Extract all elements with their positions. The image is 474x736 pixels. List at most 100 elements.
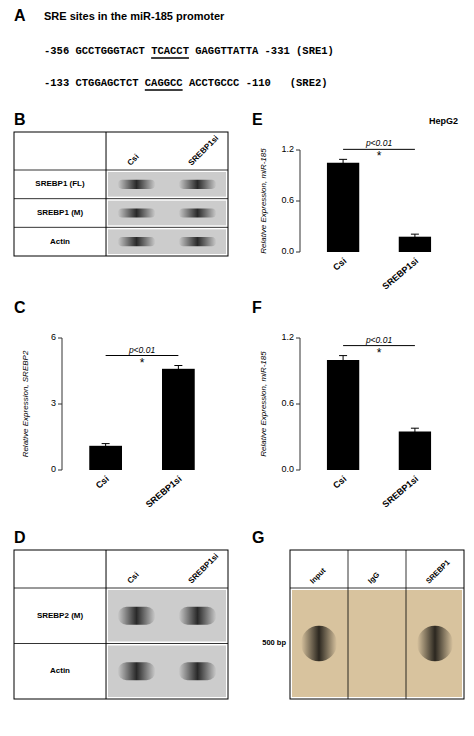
error-stem bbox=[178, 366, 179, 373]
p-value: p<0.01 bbox=[365, 138, 393, 148]
band bbox=[179, 180, 217, 189]
panel-letter: E bbox=[252, 111, 263, 128]
x-tick-label: SREBP1si bbox=[380, 474, 420, 510]
band bbox=[179, 662, 217, 680]
lane-background bbox=[108, 646, 226, 698]
row-divider bbox=[290, 588, 464, 589]
error-stem bbox=[343, 356, 344, 365]
sequence-text: ACCTGCCC -110 (SRE2) bbox=[189, 77, 328, 89]
error-bar bbox=[411, 234, 419, 239]
y-tick-label: 0.6 bbox=[281, 398, 294, 408]
lane-label: SREBP1 bbox=[424, 558, 452, 586]
lane-label: IgG bbox=[366, 570, 381, 585]
bars bbox=[327, 356, 431, 470]
band bbox=[118, 607, 156, 625]
bar bbox=[399, 432, 431, 471]
row-label: SREBP1 (M) bbox=[37, 208, 84, 217]
error-cap bbox=[411, 239, 419, 240]
panel-letter: D bbox=[14, 529, 26, 546]
error-cap bbox=[411, 434, 419, 435]
lane-background bbox=[108, 590, 226, 642]
x-tick-label: SREBP1si bbox=[380, 256, 420, 292]
blot-frame bbox=[290, 550, 464, 699]
sequence-text: CAGGCC bbox=[145, 77, 184, 89]
row-label: Actin bbox=[50, 237, 70, 246]
error-cap bbox=[174, 365, 182, 366]
panel-letter: C bbox=[14, 299, 26, 316]
panel-heading: SRE sites in the miR-185 promoter bbox=[44, 10, 225, 22]
error-bar bbox=[174, 366, 182, 373]
panel-letter: A bbox=[14, 7, 26, 24]
blot-frame bbox=[14, 550, 228, 699]
error-cap bbox=[339, 166, 347, 167]
lane-divider bbox=[406, 550, 407, 699]
y-tick-label: 1.2 bbox=[281, 332, 294, 342]
column-divider bbox=[106, 132, 107, 256]
bar bbox=[89, 446, 122, 470]
significance-star: * bbox=[377, 149, 382, 163]
motif-underline bbox=[145, 89, 183, 90]
error-bar bbox=[411, 428, 419, 435]
row-divider bbox=[14, 643, 228, 644]
panel-d: DSREBP2 (M)ActinCsiSREBP1si bbox=[14, 529, 228, 699]
lane-label: SREBP1si bbox=[187, 552, 221, 586]
y-tick-label: 1.2 bbox=[281, 144, 294, 154]
y-tick-label: 6 bbox=[51, 332, 56, 342]
bar bbox=[327, 163, 359, 252]
error-cap bbox=[411, 428, 419, 429]
p-value: p<0.01 bbox=[128, 345, 156, 355]
row-label: SREBP1 (FL) bbox=[35, 179, 85, 188]
sequence-text: GAGGTTATTA -331 (SRE1) bbox=[195, 45, 334, 57]
panel-e: E0.00.61.2Relative Expression, miR-185Cs… bbox=[252, 111, 458, 292]
error-stem bbox=[105, 444, 106, 448]
bars bbox=[89, 366, 194, 471]
error-bar bbox=[339, 356, 347, 365]
y-tick bbox=[296, 404, 300, 405]
bar bbox=[399, 237, 431, 252]
y-axis-label: Relative Expression, SREBP2 bbox=[21, 350, 30, 457]
row-divider bbox=[14, 588, 228, 589]
bar bbox=[327, 360, 359, 470]
y-tick bbox=[296, 150, 300, 151]
band bbox=[118, 180, 156, 189]
error-stem bbox=[414, 428, 415, 435]
gel-background bbox=[292, 590, 462, 697]
significance-star: * bbox=[377, 346, 382, 360]
motif-underline bbox=[151, 57, 189, 58]
x-tick-label: SREBP1si bbox=[144, 474, 184, 510]
panel-g: G500 bpInputIgGSREBP1 bbox=[252, 529, 464, 699]
figure: A SRE sites in the miR-185 promoter -356 G… bbox=[0, 0, 474, 736]
error-cap bbox=[411, 234, 419, 235]
error-cap bbox=[174, 372, 182, 373]
bar bbox=[162, 369, 195, 470]
band bbox=[118, 662, 156, 680]
y-tick bbox=[58, 404, 62, 405]
panel-letter: F bbox=[252, 299, 262, 316]
y-tick-label: 0.0 bbox=[281, 464, 294, 474]
lane-background bbox=[108, 201, 226, 226]
y-tick-label: 0.6 bbox=[281, 195, 294, 205]
blot-frame bbox=[14, 132, 228, 256]
y-tick-label: 0 bbox=[51, 464, 56, 474]
panel-f: F0.00.61.2Relative Expression, miR-185Cs… bbox=[252, 299, 431, 510]
band bbox=[179, 208, 217, 217]
lane-background bbox=[108, 229, 226, 254]
error-cap bbox=[339, 355, 347, 356]
significance-star: * bbox=[140, 356, 145, 370]
band bbox=[118, 237, 156, 246]
row-label: SREBP2 (M) bbox=[37, 611, 84, 620]
row-divider bbox=[14, 170, 228, 171]
lane-label: SREBP1si bbox=[187, 134, 221, 168]
x-tick-label: Csi bbox=[331, 256, 348, 273]
lane-label: Input bbox=[308, 566, 328, 586]
y-tick bbox=[296, 201, 300, 202]
error-stem bbox=[414, 234, 415, 239]
error-cap bbox=[102, 448, 110, 449]
band bbox=[179, 607, 217, 625]
y-axis-label: Relative Expression, miR-185 bbox=[259, 148, 268, 254]
sequence-text: -356 GCCTGGGTACT bbox=[44, 45, 145, 57]
y-tick bbox=[296, 252, 300, 253]
x-tick-label: Csi bbox=[331, 474, 348, 491]
panel-a: A SRE sites in the miR-185 promoter -356 G… bbox=[14, 7, 334, 90]
lane-label: Csi bbox=[126, 570, 141, 585]
